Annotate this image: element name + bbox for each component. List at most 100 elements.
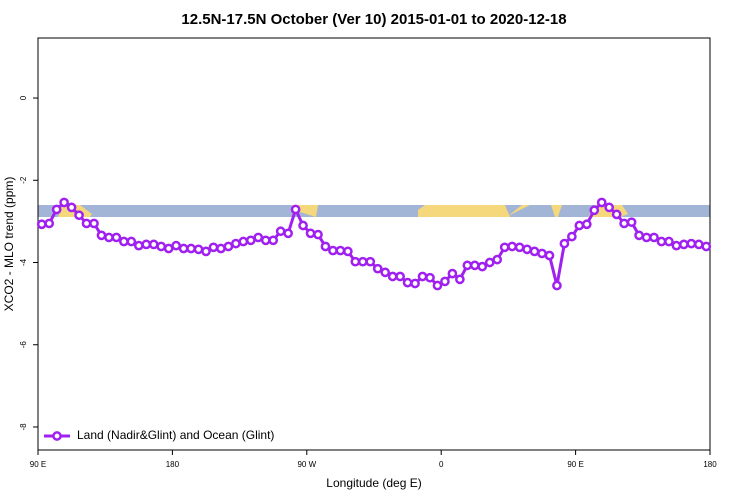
data-point [163,243,174,254]
data-point [440,276,450,287]
data-point [656,236,667,247]
data-point [171,240,181,251]
data-point [499,242,510,253]
data-point [395,271,405,282]
data-point [529,246,540,257]
data-point [313,229,323,240]
data-point [275,226,286,237]
data-point [343,246,353,257]
data-point [96,230,107,241]
data-point [231,238,241,249]
data-point [44,218,55,229]
data-point [111,232,122,243]
data-point [365,256,376,267]
data-point [36,219,47,230]
data-point [604,202,615,213]
data-point [589,205,600,216]
data-point [455,274,465,285]
data-point [679,239,689,250]
data-point [141,239,152,250]
data-point [387,271,398,282]
data-point [156,241,167,252]
data-point [283,228,293,239]
data-point [357,256,368,267]
data-point [686,238,697,249]
land-patch [551,205,562,217]
data-point [611,209,622,220]
data-point [417,271,428,282]
data-point [596,197,607,208]
x-tick-label: 90 W [297,460,316,469]
data-point [208,242,219,253]
data-point [626,217,637,228]
data-point [253,232,264,243]
x-tick-label: 90 E [30,460,46,469]
data-point [216,243,226,254]
data-point [574,220,585,231]
data-point [522,244,532,255]
data-point [641,232,652,243]
ocean-band [38,205,710,217]
data-point [328,245,338,256]
y-tick-label: -6 [19,341,28,349]
x-tick-label: 0 [439,460,444,469]
data-point [298,220,308,231]
data-point [260,235,271,246]
data-point [567,231,577,242]
data-point [581,219,592,230]
data-point [410,278,420,289]
data-point [201,246,211,257]
data-point [701,241,712,252]
y-tick-label: 0 [19,95,28,100]
data-point [402,277,413,288]
data-point [119,236,129,247]
data-point [238,236,249,247]
data-point [693,239,704,250]
data-point [74,210,84,221]
x-axis-label: Longitude (deg E) [326,476,421,490]
data-point [89,218,99,229]
land-patch [508,205,530,216]
data-point [462,260,473,271]
data-point [552,280,562,291]
data-point [514,242,525,253]
data-point [81,218,92,229]
data-point [507,241,517,252]
data-point [425,272,435,283]
data-point [51,204,62,215]
x-tick-label: 180 [166,460,180,469]
land-patch [418,205,510,217]
data-point [133,240,144,251]
x-tick-label: 180 [703,460,717,469]
data-point [193,244,204,255]
y-tick-label: -4 [19,258,28,266]
data-point [126,236,137,247]
data-point [305,228,316,239]
data-point [66,202,77,213]
data-point [544,250,555,261]
data-point [484,257,495,268]
legend-label: Land (Nadir&Glint) and Ocean (Glint) [77,428,274,442]
data-point [350,256,361,267]
data-point [447,268,458,279]
data-point [559,238,570,249]
data-point [492,254,503,265]
data-point [477,261,488,272]
data-point [178,243,189,254]
data-point [104,232,114,243]
y-tick-label: -2 [19,176,28,184]
data-point [649,232,659,243]
data-point [634,230,644,241]
chart-title: 12.5N-17.5N October (Ver 10) 2015-01-01 … [181,11,566,28]
data-point [245,235,256,246]
data-point [335,245,346,256]
land-ocean-band [38,205,710,217]
data-point [432,280,443,291]
y-axis-label: XCO2 - MLO trend (ppm) [2,177,16,312]
legend-marker [52,431,62,441]
data-point [372,263,383,274]
data-point [268,235,279,246]
x-tick-label: 90 E [567,460,583,469]
